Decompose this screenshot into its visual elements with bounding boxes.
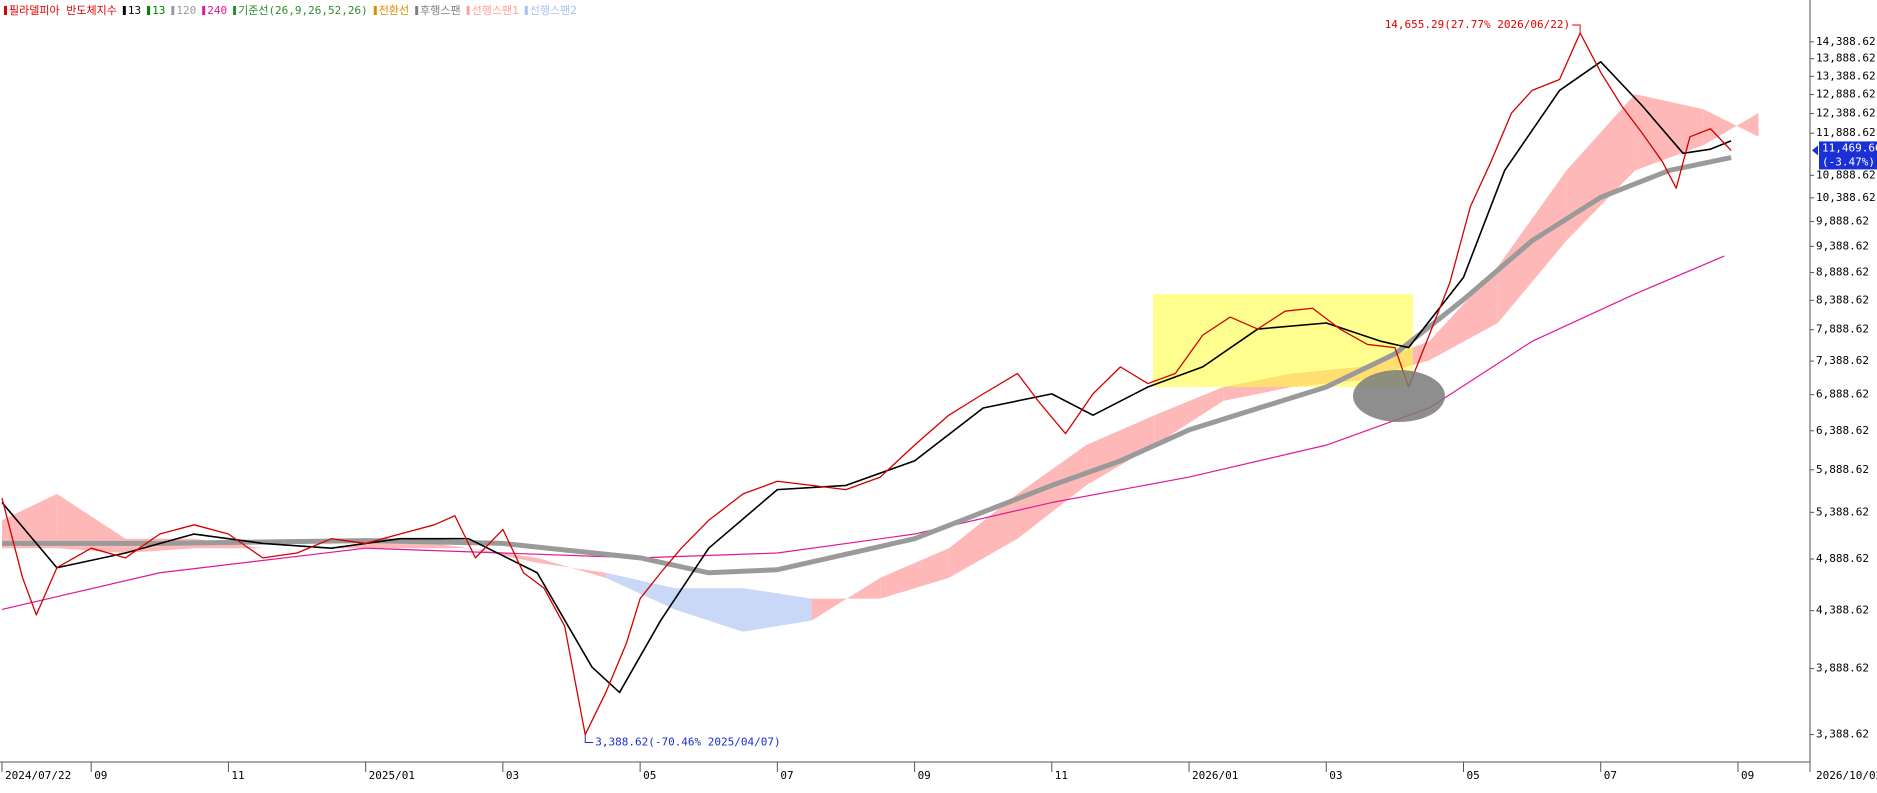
cloud-segment xyxy=(743,588,812,632)
y-tick-label: 7,888.62 xyxy=(1816,323,1869,336)
x-tick-label: 03 xyxy=(506,769,519,782)
legend-marker xyxy=(415,6,419,15)
cloud-segment xyxy=(2,493,57,549)
legend-label: 13 xyxy=(152,4,165,17)
labels: 11,469.66(-3.47%) 14,655.29(27.77% 2026/0… xyxy=(584,18,1877,749)
last-value-label: 11,469.66 xyxy=(1822,141,1877,154)
highlight-ellipse xyxy=(1353,370,1445,422)
y-tick-label: 8,888.62 xyxy=(1816,266,1869,279)
y-tick-label: 6,388.62 xyxy=(1816,424,1869,437)
cloud-segment xyxy=(1154,386,1224,446)
y-tick-label: 9,888.62 xyxy=(1816,214,1869,227)
cloud-segment xyxy=(1017,445,1087,539)
x-tick-label: 07 xyxy=(1604,769,1617,782)
y-tick-label: 10,388.62 xyxy=(1816,191,1876,204)
last-change-label: (-3.47%) xyxy=(1822,155,1875,168)
x-tick-label: 2026/10/02 xyxy=(1816,769,1877,782)
high-pointer xyxy=(1572,24,1581,33)
x-tick-label: 03 xyxy=(1329,769,1342,782)
x-tick-label: 09 xyxy=(94,769,107,782)
y-tick-label: 7,388.62 xyxy=(1816,354,1869,367)
highlight-box xyxy=(1153,294,1413,387)
x-tick-label: 11 xyxy=(1055,769,1068,782)
lines xyxy=(1,32,1732,736)
last-value-marker xyxy=(1812,145,1818,156)
x-tick-label: 09 xyxy=(918,769,931,782)
series-line xyxy=(1,60,1732,694)
cloud-segment xyxy=(1429,266,1498,361)
legend-label: 전환선 xyxy=(379,4,409,17)
legend-label: 기준선(26,9,26,52,26) xyxy=(238,4,368,17)
x-tick-label: 05 xyxy=(1466,769,1479,782)
legend-label: 선행스팬1 xyxy=(472,4,519,17)
y-tick-label: 14,388.62 xyxy=(1816,35,1876,48)
cloud-segment xyxy=(674,588,744,632)
cloud-segment xyxy=(537,557,606,578)
y-tick-label: 3,888.62 xyxy=(1816,662,1869,675)
legend-marker xyxy=(466,6,470,15)
legend-label: 13 xyxy=(128,4,141,17)
legend-label: 후행스팬 xyxy=(420,4,460,17)
legend-marker xyxy=(171,6,175,15)
y-tick-label: 11,888.62 xyxy=(1816,126,1876,139)
x-tick-label: 2026/01 xyxy=(1192,769,1238,782)
series-line xyxy=(1,255,1725,611)
cloud-segment xyxy=(605,572,675,610)
cloud-segment xyxy=(1497,170,1567,324)
legend: 필라델피아 반도체지수 13 13 120 240 기준선(26,9,26,52,26) 전… xyxy=(4,4,577,17)
y-tick-label: 13,888.62 xyxy=(1816,52,1876,65)
legend-marker xyxy=(373,6,377,15)
y-tick-label: 6,888.62 xyxy=(1816,388,1869,401)
high-annotation: 14,655.29(27.77% 2026/06/22) xyxy=(1385,18,1570,31)
legend-marker xyxy=(233,6,237,15)
legend-marker xyxy=(4,6,7,15)
low-pointer xyxy=(584,734,594,744)
y-tick-label: 13,388.62 xyxy=(1816,69,1876,82)
series-line xyxy=(2,155,1732,576)
x-tick-label: 05 xyxy=(643,769,656,782)
x-tick-label: 09 xyxy=(1741,769,1754,782)
y-tick-label: 12,888.62 xyxy=(1816,88,1876,101)
x-tick-label: 11 xyxy=(231,769,244,782)
last-value-box xyxy=(1819,141,1877,170)
legend-marker xyxy=(524,6,528,15)
x-tick-label: 2024/07/22 xyxy=(5,769,71,782)
axes: 3,388.62 3,888.62 4,388.62 4,888.62 5,388.62… xyxy=(1,35,1877,782)
legend-label: 240 xyxy=(207,4,227,17)
legend-label: 120 xyxy=(176,4,196,17)
legend-marker xyxy=(202,6,206,15)
legend-marker xyxy=(147,6,151,15)
y-tick-label: 4,388.62 xyxy=(1816,604,1869,617)
legend-label: 선행스팬2 xyxy=(530,4,577,17)
x-tick-label: 07 xyxy=(780,769,793,782)
y-tick-label: 12,388.62 xyxy=(1816,106,1876,119)
series-line xyxy=(1,32,1732,736)
cloud-segment xyxy=(1566,94,1636,241)
cloud-segment xyxy=(811,577,881,621)
cloud-segment xyxy=(56,493,126,554)
legend-marker xyxy=(122,6,126,15)
x-tick-label: 2025/01 xyxy=(369,769,415,782)
y-tick-label: 4,888.62 xyxy=(1816,552,1869,565)
y-tick-label: 9,388.62 xyxy=(1816,239,1869,252)
y-tick-label: 8,388.62 xyxy=(1816,293,1869,306)
y-tick-label: 10,888.62 xyxy=(1816,168,1876,181)
y-tick-label: 3,388.62 xyxy=(1816,728,1869,741)
legend-label: 필라델피아 반도체지수 xyxy=(9,4,117,17)
cloud-segment xyxy=(880,548,949,599)
low-annotation: 3,388.62(-70.46% 2025/04/07) xyxy=(595,736,780,749)
y-tick-label: 5,888.62 xyxy=(1816,463,1869,476)
y-tick-label: 5,388.62 xyxy=(1816,505,1869,518)
